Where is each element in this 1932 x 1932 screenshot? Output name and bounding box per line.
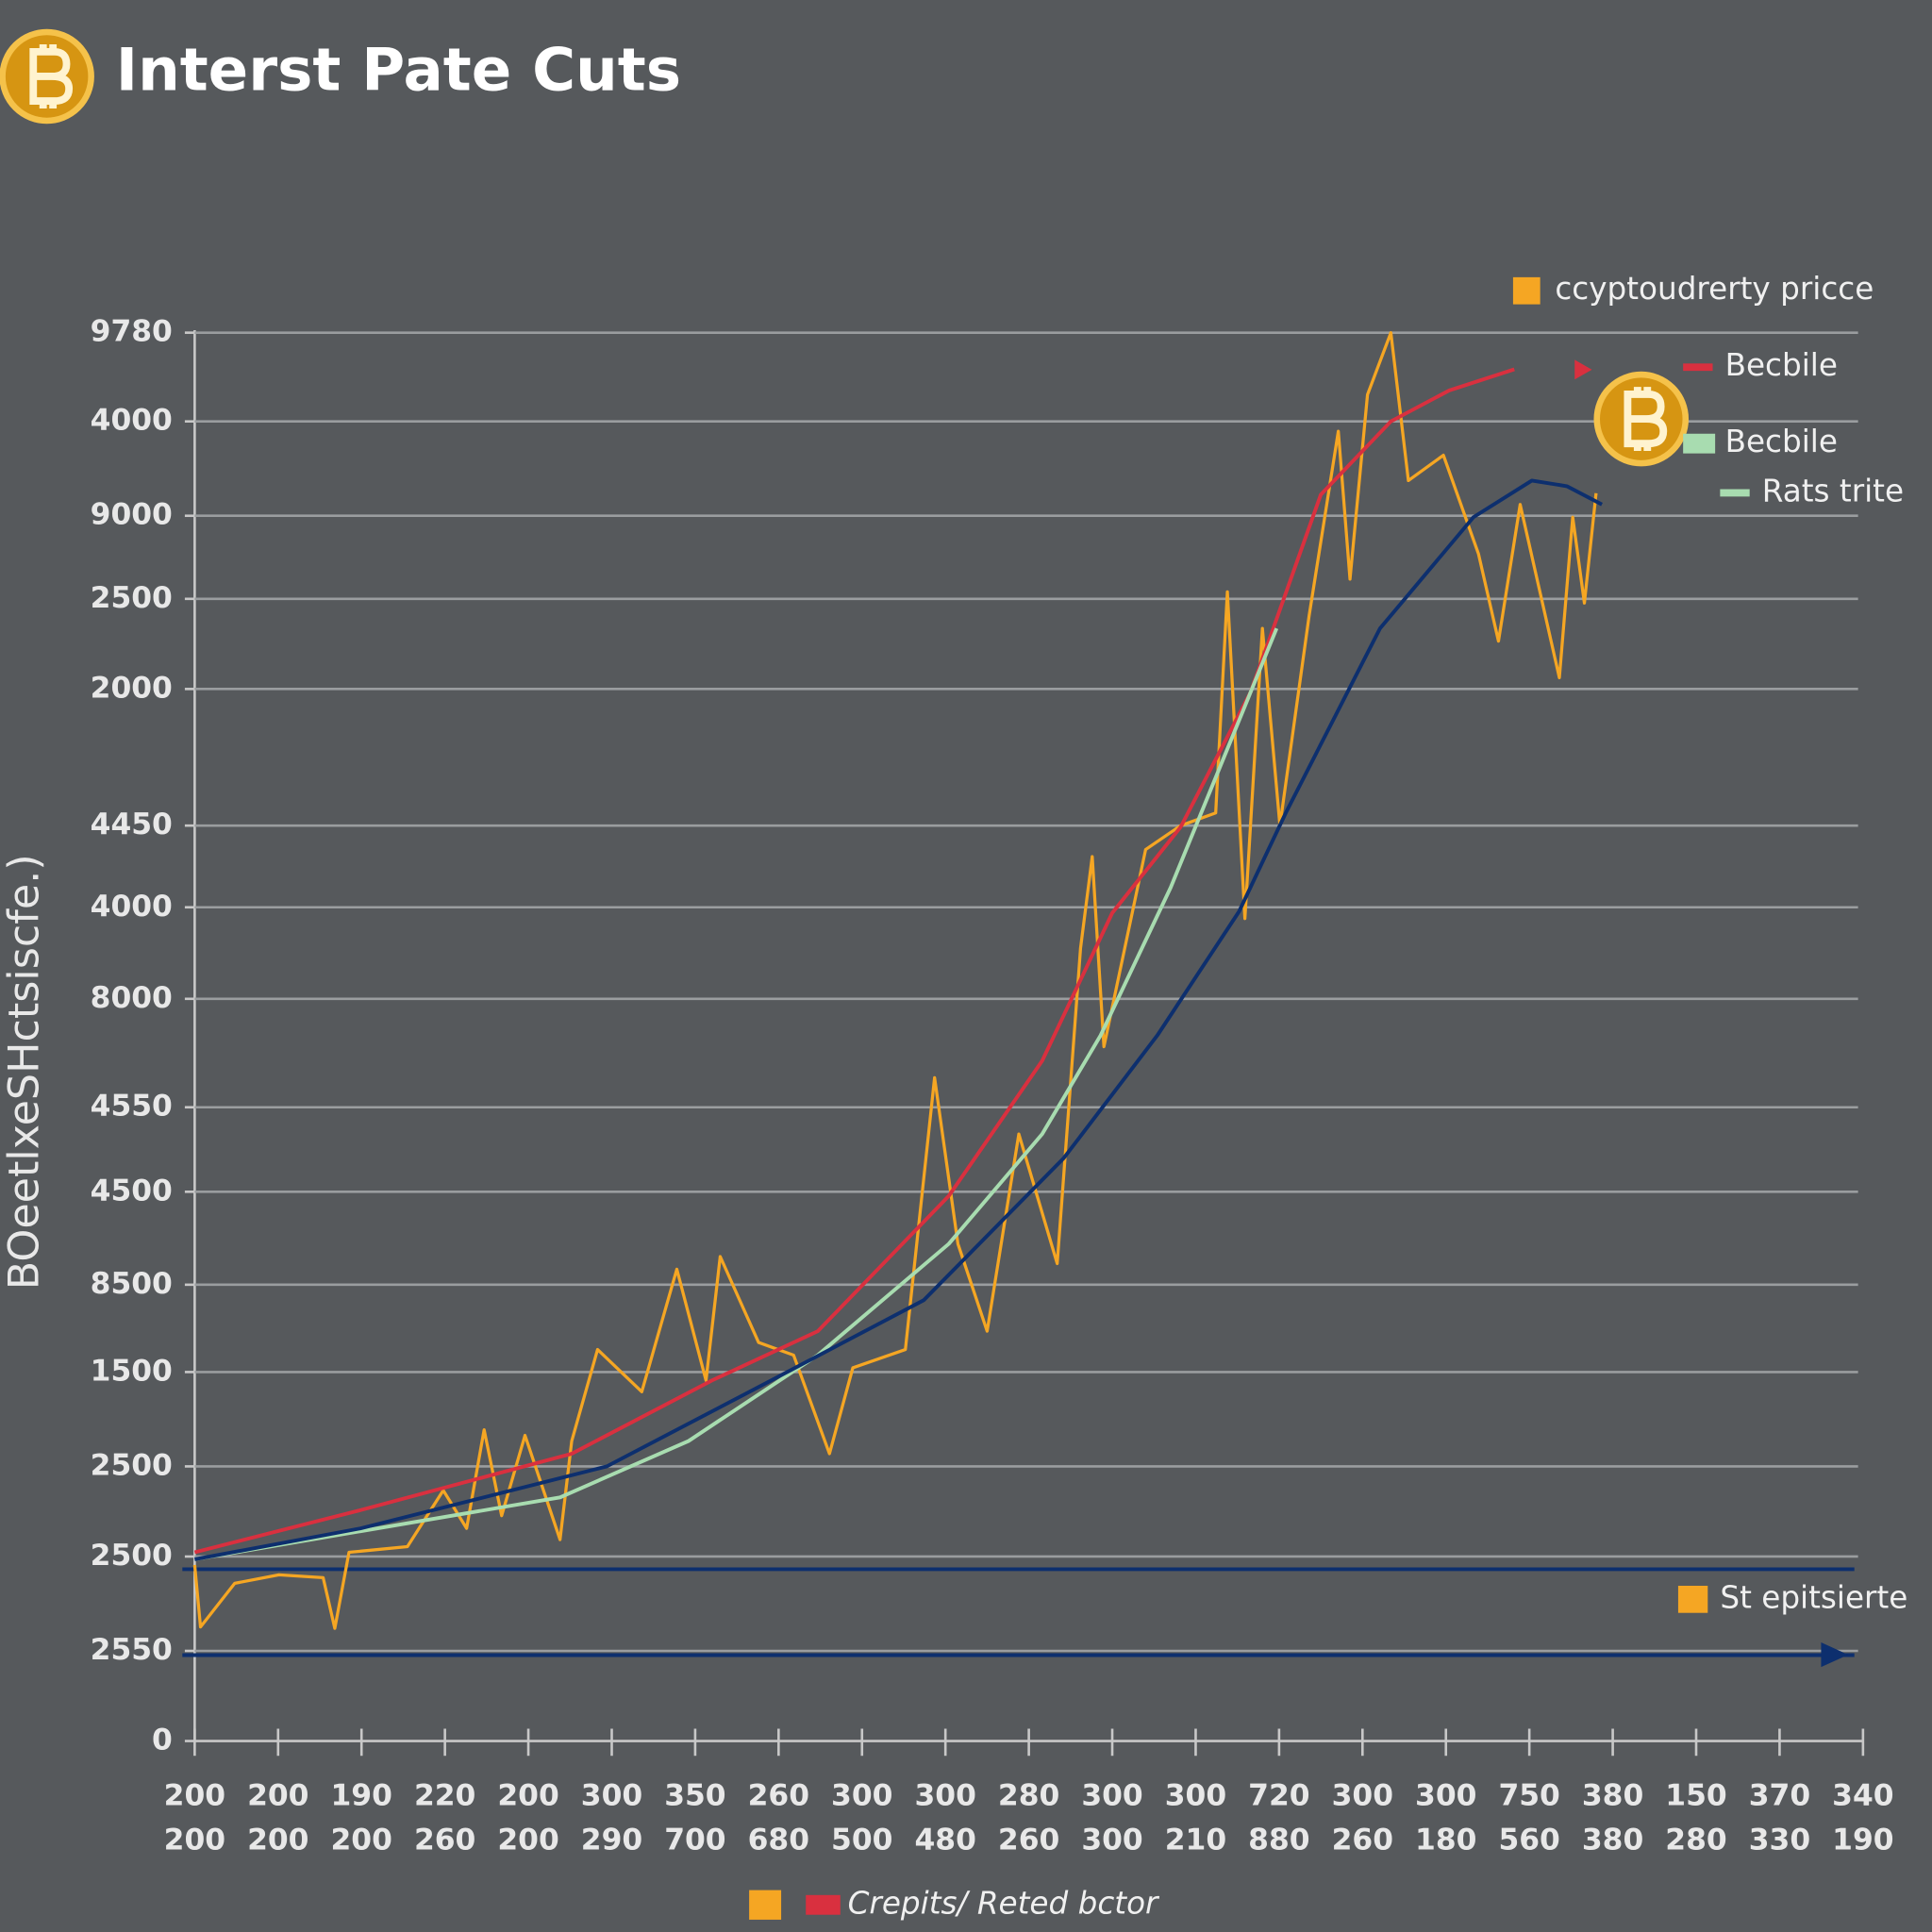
legend-swatch	[1720, 489, 1750, 497]
legend-label: Becbile	[1725, 424, 1838, 459]
legend-label: St epitsierte	[1720, 1579, 1907, 1615]
x-tick-label: 720	[1248, 1778, 1309, 1812]
x-tick-label: 370	[1749, 1778, 1810, 1812]
x-tick-label: 500	[831, 1823, 892, 1857]
y-tick-label: 2550	[91, 1633, 173, 1667]
x-tick-label: 200	[164, 1778, 225, 1812]
legend-label: Becbile	[1725, 347, 1838, 383]
bitcoin-icon	[1597, 375, 1686, 463]
bitcoin-icon	[3, 32, 92, 121]
x-tick-label: 290	[581, 1823, 642, 1857]
x-tick-label: 200	[497, 1778, 558, 1812]
x-tick-label: 200	[247, 1778, 308, 1812]
y-axis-label: BOeetlxeSHctsiscfe.)	[1, 854, 49, 1290]
x-tick-label: 340	[1832, 1778, 1893, 1812]
x-tick-label: 480	[914, 1823, 975, 1857]
legend-swatch	[1512, 276, 1541, 305]
x-tick-label: 300	[1081, 1823, 1142, 1857]
y-tick-label: 2500	[91, 581, 173, 615]
x-tick-label: 700	[664, 1823, 725, 1857]
x-tick-label: 560	[1498, 1823, 1559, 1857]
x-tick-label: 220	[414, 1778, 475, 1812]
arrow-head	[1574, 359, 1592, 380]
legend-swatch	[749, 1890, 782, 1920]
y-tick-label: 4500	[91, 1174, 173, 1208]
legend-swatch	[806, 1894, 841, 1915]
y-tick-label: 2500	[91, 1539, 173, 1573]
x-tick-label: 260	[1332, 1823, 1393, 1857]
y-tick-label: 4550	[91, 1090, 173, 1124]
x-tick-label: 200	[247, 1823, 308, 1857]
y-tick-label: 2500	[91, 1448, 173, 1482]
y-tick-label: 9000	[91, 498, 173, 532]
x-tick-label: 300	[581, 1778, 642, 1812]
series-line	[194, 478, 1603, 1561]
x-tick-label: 260	[414, 1823, 475, 1857]
series-line	[192, 331, 1598, 1630]
x-tick-label: 260	[748, 1778, 809, 1812]
legend-swatch	[1677, 1585, 1708, 1613]
legend-label: Crepits/ Reted bctor	[848, 1885, 1160, 1921]
x-tick-label: 200	[164, 1823, 225, 1857]
y-tick-label: 1500	[91, 1354, 173, 1388]
arrow-head	[1821, 1642, 1849, 1668]
x-tick-label: 300	[1332, 1778, 1393, 1812]
chart-title: Interst Pate Cuts	[116, 35, 681, 104]
x-tick-label: 200	[331, 1823, 392, 1857]
x-tick-label: 750	[1498, 1778, 1559, 1812]
x-tick-label: 150	[1665, 1778, 1726, 1812]
x-tick-label: 180	[1415, 1823, 1476, 1857]
x-tick-label: 190	[1832, 1823, 1893, 1857]
x-tick-label: 880	[1248, 1823, 1309, 1857]
y-tick-label: 2000	[91, 671, 173, 705]
y-tick-label: 4000	[91, 890, 173, 924]
y-tick-label: 0	[152, 1724, 173, 1757]
x-tick-label: 210	[1165, 1823, 1226, 1857]
legend-swatch	[1683, 433, 1716, 454]
y-tick-label: 8000	[91, 981, 173, 1015]
x-tick-label: 350	[664, 1778, 725, 1812]
y-tick-label: 9780	[91, 315, 173, 349]
x-tick-label: 190	[331, 1778, 392, 1812]
x-tick-label: 300	[831, 1778, 892, 1812]
x-tick-label: 300	[1165, 1778, 1226, 1812]
legend-swatch	[1683, 363, 1713, 372]
x-tick-label: 300	[1415, 1778, 1476, 1812]
x-tick-label: 280	[998, 1778, 1059, 1812]
x-tick-label: 380	[1582, 1823, 1643, 1857]
x-tick-label: 260	[998, 1823, 1059, 1857]
legend-label: Rats trite	[1762, 473, 1904, 508]
x-tick-label: 300	[914, 1778, 975, 1812]
y-tick-label: 8500	[91, 1267, 173, 1301]
x-tick-label: 200	[497, 1823, 558, 1857]
y-tick-label: 4450	[91, 808, 173, 841]
x-tick-label: 300	[1081, 1778, 1142, 1812]
series-line	[193, 367, 1515, 1555]
x-tick-label: 680	[748, 1823, 809, 1857]
y-tick-label: 4000	[91, 404, 173, 438]
x-tick-label: 380	[1582, 1778, 1643, 1812]
x-tick-label: 330	[1749, 1823, 1810, 1857]
legend-label: ccyptoudrerty pricce	[1555, 271, 1874, 307]
x-tick-label: 280	[1665, 1823, 1726, 1857]
series-line	[194, 627, 1279, 1561]
